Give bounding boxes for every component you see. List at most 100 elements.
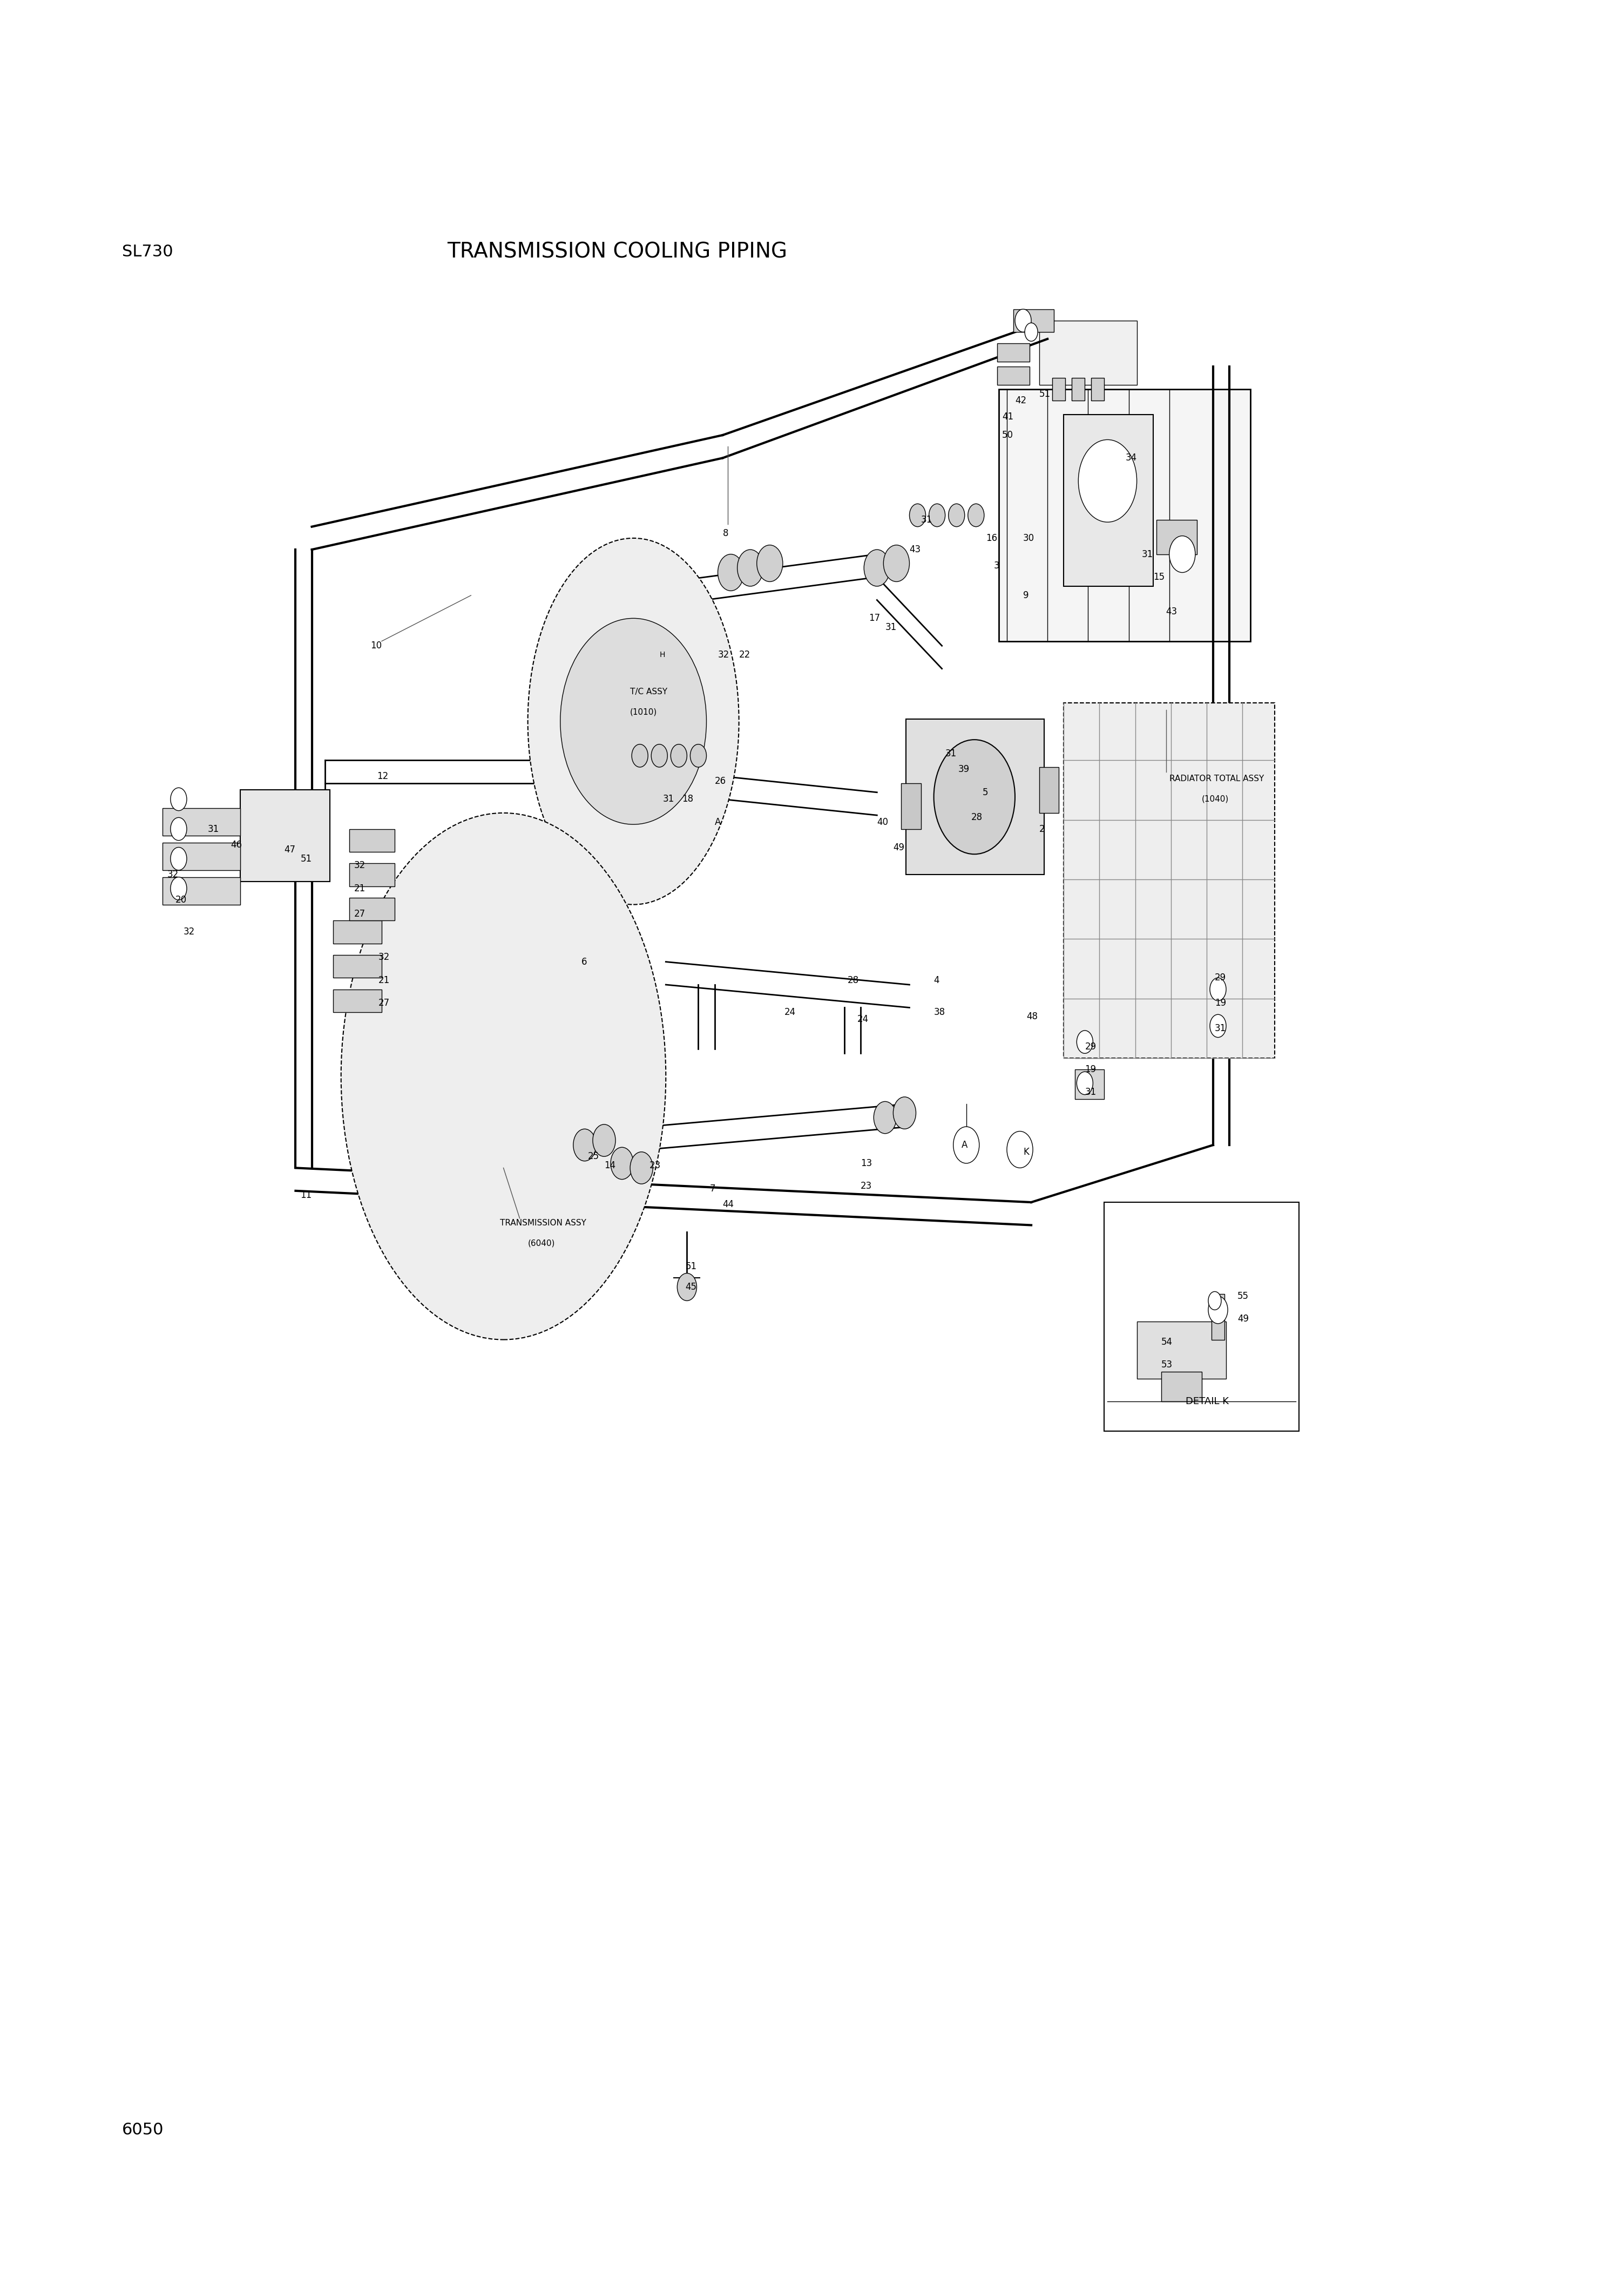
- Text: 28: 28: [848, 976, 859, 985]
- Circle shape: [171, 788, 187, 811]
- Circle shape: [929, 504, 945, 527]
- Text: 6: 6: [581, 957, 586, 966]
- Text: 47: 47: [284, 845, 296, 854]
- Circle shape: [171, 847, 187, 870]
- Text: 9: 9: [1023, 591, 1028, 600]
- Circle shape: [757, 545, 783, 582]
- Bar: [1013, 309, 1054, 332]
- Text: 40: 40: [877, 818, 888, 827]
- Circle shape: [948, 504, 965, 527]
- Text: 11: 11: [300, 1191, 312, 1200]
- Text: 17: 17: [869, 614, 880, 623]
- Circle shape: [611, 1147, 633, 1179]
- Text: 31: 31: [1085, 1088, 1096, 1097]
- Text: 51: 51: [300, 854, 312, 863]
- Text: 54: 54: [1161, 1337, 1173, 1347]
- Bar: [1075, 1069, 1104, 1099]
- Text: 39: 39: [958, 765, 970, 774]
- Text: 43: 43: [1166, 607, 1177, 616]
- Text: 30: 30: [1023, 534, 1034, 543]
- Bar: [1091, 378, 1104, 401]
- Circle shape: [893, 1097, 916, 1129]
- Bar: [349, 898, 395, 921]
- Text: RADIATOR TOTAL ASSY: RADIATOR TOTAL ASSY: [1169, 774, 1263, 783]
- Bar: [162, 808, 240, 836]
- Text: A: A: [961, 1140, 968, 1150]
- Ellipse shape: [341, 813, 666, 1340]
- Text: 15: 15: [1153, 572, 1164, 582]
- Circle shape: [690, 744, 706, 767]
- Text: 49: 49: [1237, 1314, 1249, 1324]
- Bar: [1137, 1321, 1226, 1379]
- Text: 6050: 6050: [122, 2123, 164, 2137]
- Text: 46: 46: [231, 840, 242, 850]
- Text: 29: 29: [1215, 973, 1226, 982]
- Text: 31: 31: [885, 623, 896, 632]
- Circle shape: [1025, 323, 1038, 341]
- Text: 2: 2: [1039, 824, 1046, 834]
- Text: 22: 22: [739, 650, 750, 660]
- Circle shape: [1208, 1292, 1221, 1310]
- Text: 13: 13: [861, 1159, 872, 1168]
- Text: 4: 4: [934, 976, 939, 985]
- Text: 53: 53: [1161, 1360, 1173, 1369]
- Circle shape: [651, 744, 667, 767]
- Text: 50: 50: [1002, 431, 1013, 440]
- Text: 44: 44: [723, 1200, 734, 1209]
- Circle shape: [1169, 536, 1195, 572]
- Bar: [333, 921, 382, 943]
- Text: (1010): (1010): [630, 708, 658, 717]
- Text: T/C ASSY: T/C ASSY: [630, 687, 667, 696]
- Bar: [997, 343, 1030, 362]
- Bar: [240, 790, 330, 882]
- Text: (1040): (1040): [1202, 795, 1229, 804]
- Bar: [1064, 703, 1275, 1058]
- Text: 32: 32: [718, 650, 729, 660]
- Circle shape: [1007, 1131, 1033, 1168]
- Bar: [1205, 1012, 1237, 1042]
- Text: 38: 38: [934, 1008, 945, 1017]
- Circle shape: [593, 1124, 615, 1156]
- Text: 51: 51: [685, 1262, 697, 1271]
- Text: 27: 27: [354, 909, 365, 918]
- Circle shape: [1210, 978, 1226, 1001]
- Text: 31: 31: [945, 749, 957, 758]
- Text: 12: 12: [377, 772, 388, 781]
- Text: TRANSMISSION COOLING PIPING: TRANSMISSION COOLING PIPING: [447, 243, 788, 261]
- Text: 31: 31: [1215, 1024, 1226, 1033]
- Circle shape: [718, 554, 744, 591]
- Circle shape: [671, 744, 687, 767]
- Text: 21: 21: [354, 884, 365, 893]
- Bar: [1205, 939, 1237, 969]
- Circle shape: [573, 1129, 596, 1161]
- Bar: [1212, 1294, 1224, 1340]
- Text: 32: 32: [378, 953, 390, 962]
- Text: 26: 26: [715, 776, 726, 785]
- Circle shape: [630, 1152, 653, 1184]
- Text: 21: 21: [378, 976, 390, 985]
- Circle shape: [1015, 309, 1031, 332]
- Circle shape: [171, 818, 187, 840]
- Text: 24: 24: [857, 1014, 869, 1024]
- Bar: [349, 863, 395, 886]
- Bar: [1072, 378, 1085, 401]
- Circle shape: [677, 1273, 697, 1301]
- Text: 31: 31: [921, 515, 932, 524]
- Text: 25: 25: [588, 1152, 599, 1161]
- Bar: [1039, 321, 1137, 385]
- Circle shape: [909, 504, 926, 527]
- Circle shape: [1210, 1014, 1226, 1037]
- Text: 31: 31: [208, 824, 219, 834]
- Text: 5: 5: [983, 788, 987, 797]
- Text: 10: 10: [370, 641, 382, 650]
- Text: 49: 49: [893, 843, 905, 852]
- Bar: [1052, 378, 1065, 401]
- Bar: [999, 389, 1250, 641]
- Text: 32: 32: [184, 927, 195, 937]
- Bar: [333, 989, 382, 1012]
- Text: 34: 34: [1125, 453, 1137, 463]
- Bar: [1156, 520, 1197, 554]
- Circle shape: [953, 1127, 979, 1163]
- Circle shape: [864, 550, 890, 586]
- Bar: [349, 829, 395, 852]
